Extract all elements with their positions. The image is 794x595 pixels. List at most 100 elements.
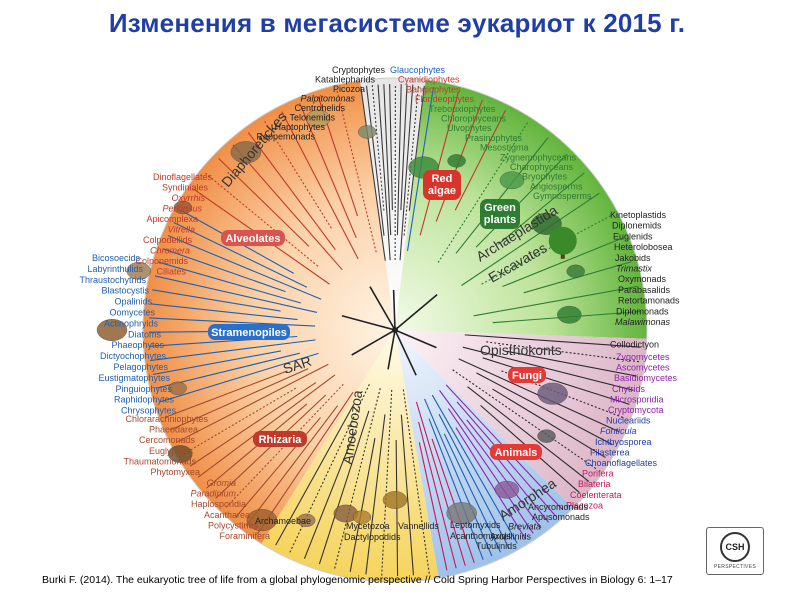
taxon-label: Florideophytes <box>415 94 475 104</box>
organism-illustration <box>246 509 278 532</box>
sector-misc <box>359 78 426 330</box>
taxon-label: Euglyphids <box>149 446 194 456</box>
branch-line <box>454 109 507 211</box>
badge-label-red-algae: Red <box>432 173 453 185</box>
taxon-label: Paradinium <box>190 489 236 499</box>
taxon-label: Fonticula <box>600 426 637 436</box>
taxon-label: Breviata <box>508 522 541 532</box>
badge-rhizaria <box>253 431 307 447</box>
branch-line <box>462 346 634 391</box>
branch-line <box>189 382 317 467</box>
taxon-label: Picozoa <box>333 84 365 94</box>
taxon-label: Cryptomycota <box>608 405 664 415</box>
page-title: Изменения в мегасистеме эукариот к 2015 … <box>108 8 686 38</box>
branch-line <box>419 92 459 236</box>
organism-illustration <box>357 125 377 139</box>
taxon-label: Phytomyxea <box>150 467 200 477</box>
taxon-label: Choanoflagellates <box>585 458 658 468</box>
tree-branches <box>149 83 641 576</box>
branch-line <box>164 370 288 418</box>
taxon-label: Katablepharids <box>315 75 376 85</box>
branch-line <box>476 372 613 446</box>
badge-label-rhizaria: Rhizaria <box>259 434 303 446</box>
organism-illustration <box>557 305 582 324</box>
branch-line <box>497 172 585 245</box>
taxon-label: Haptophytes <box>274 122 325 132</box>
taxon-label: Bilateria <box>578 479 611 489</box>
taxon-label: Pinguiophytes <box>115 384 172 394</box>
taxon-label: Retortamonads <box>618 296 680 306</box>
badge-green-plants <box>480 199 520 229</box>
taxon-label: Dinoflagellates <box>153 172 213 182</box>
taxon-label: Chrysophytes <box>121 406 177 416</box>
taxon-label: Glaucophytes <box>390 65 446 75</box>
badge-label-green-plants: plants <box>484 214 516 226</box>
organism-illustration <box>446 502 477 525</box>
branch-line <box>389 84 393 211</box>
taxon-label: Thraustochytrids <box>79 275 146 285</box>
taxon-label: Dactylopodids <box>344 532 401 542</box>
backbone-branch <box>341 314 396 331</box>
branch-line <box>466 419 549 523</box>
sector-opisthokonts <box>395 330 574 579</box>
branch-line <box>159 352 319 403</box>
taxon-label: Collodictyon <box>610 340 659 350</box>
branch-line <box>400 84 408 211</box>
root-node <box>392 327 398 333</box>
taxon-label: Opalinids <box>114 297 152 307</box>
taxon-label: Jakobids <box>615 253 651 263</box>
branch-line <box>506 350 637 377</box>
taxon-label: Ancyromonads <box>528 502 589 512</box>
branch-line <box>418 421 457 569</box>
taxon-label: Heterolobosea <box>614 242 673 252</box>
taxon-label: Trebouxiophytes <box>429 104 496 114</box>
taxon-labels: CryptophytesKatablepharidsPicozoaPalpito… <box>79 65 680 551</box>
organism-illustration <box>494 480 520 499</box>
organism-illustration <box>305 109 331 128</box>
taxon-label: Archamoebae <box>255 516 311 526</box>
taxon-label: Phaeodarea <box>149 425 198 435</box>
backbone-branch <box>387 329 396 370</box>
taxon-label: Placozoa <box>566 500 603 510</box>
taxon-label: Chlorarachniophytes <box>125 414 208 424</box>
branch-line <box>275 404 355 546</box>
branch-line <box>281 111 359 260</box>
taxon-label: Acantharea <box>204 510 250 520</box>
taxon-label: Perkinsus <box>162 204 202 214</box>
taxon-label: Chlorophyceans <box>441 114 507 124</box>
badge-label-fungi: Fungi <box>512 370 542 382</box>
taxon-label: Prasinophytes <box>465 133 523 143</box>
badge-label-red-algae: algae <box>428 185 456 197</box>
branch-line <box>235 417 321 518</box>
taxon-label: Cryptophytes <box>332 65 386 75</box>
branch-line <box>424 398 493 557</box>
backbone-branch <box>351 329 396 356</box>
taxon-label: Polycystines <box>208 520 259 530</box>
branch-line <box>461 192 600 286</box>
organism-illustration <box>96 319 128 342</box>
taxon-label: Actinophryids <box>104 318 159 328</box>
branch-line <box>400 414 414 576</box>
branch-line <box>452 369 598 471</box>
branch-line <box>443 433 502 553</box>
taxon-label: Haplosporidia <box>191 499 246 509</box>
taxon-label: Arcellinids <box>490 531 532 541</box>
branch-line <box>197 374 336 478</box>
branch-line <box>318 410 370 565</box>
organism-illustration <box>126 261 151 280</box>
taxon-label: Coelenterata <box>570 490 622 500</box>
branch-line <box>158 261 301 304</box>
branch-line <box>377 84 391 261</box>
taxon-label: Ulvophytes <box>447 123 492 133</box>
taxon-label: Pelagophytes <box>113 362 168 372</box>
branch-line <box>475 153 568 248</box>
taxon-label: Microsporidia <box>610 394 664 404</box>
branch-line <box>289 384 370 553</box>
branch-line <box>431 394 518 544</box>
taxon-label: Labyrinthulids <box>87 264 143 274</box>
sector-excavates <box>395 330 647 509</box>
taxon-label: Cyanidiophytes <box>398 75 460 85</box>
branch-line <box>162 248 286 293</box>
branch-line <box>232 144 343 271</box>
